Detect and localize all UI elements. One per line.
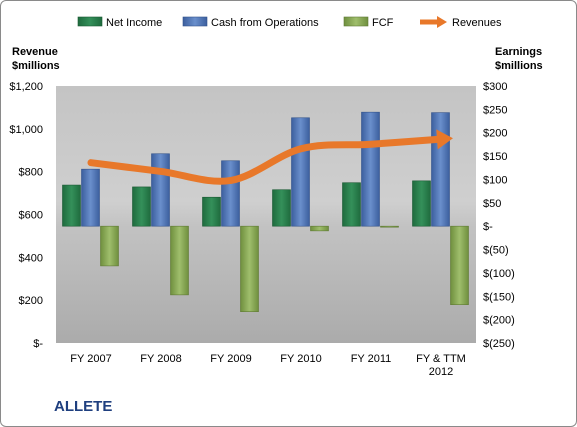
bar-fcf <box>450 225 469 305</box>
legend-net-income-label: Net Income <box>106 17 162 29</box>
bar-cash-from-operations <box>81 168 100 227</box>
right-tick-label: $(250) <box>483 338 515 350</box>
right-tick-label: $(150) <box>483 291 515 303</box>
plot-area <box>56 86 476 343</box>
company-name: ALLETE <box>54 398 113 415</box>
left-tick-label: $1,200 <box>9 81 43 93</box>
revenue-line <box>87 135 445 185</box>
bar-cash-from-operations <box>291 117 310 227</box>
bar-net-income <box>342 182 361 227</box>
axis-titles: Revenue $millions Earnings $millions <box>12 46 543 72</box>
bar-cash-from-operations <box>221 160 240 227</box>
right-tick-label: $(200) <box>483 315 515 327</box>
legend-cash-from-operations-swatch <box>182 16 208 27</box>
bar-cash-from-operations <box>431 112 450 227</box>
legend-net-income-swatch <box>77 16 103 27</box>
legend-fcf-label: FCF <box>372 17 394 29</box>
category-label: FY 2008 <box>140 353 181 365</box>
bar-net-income <box>62 184 81 227</box>
category-label: FY 2007 <box>70 353 111 365</box>
category-label: FY 2010 <box>280 353 321 365</box>
left-axis: $- $200 $400 $600 $800 $1,000 $1,200 <box>9 81 43 350</box>
revenue-arrowhead <box>436 129 453 150</box>
bar-cash-from-operations <box>361 111 380 227</box>
legend: Net Income Cash from Operations FCF Revenue… <box>77 16 502 29</box>
left-axis-title: $millions <box>12 60 60 72</box>
right-axis-title: $millions <box>495 60 543 72</box>
right-tick-label: $250 <box>483 104 507 116</box>
bar-net-income <box>272 189 291 227</box>
left-tick-label: $200 <box>19 295 43 307</box>
category-labels: FY 2007 FY 2008 FY 2009 FY 2010 FY 2011 FY & … <box>70 353 466 378</box>
category-label: FY 2011 <box>351 353 392 365</box>
legend-cash-from-operations-label: Cash from Operations <box>211 17 319 29</box>
bar-net-income <box>412 180 431 227</box>
legend-revenues-arrow <box>437 16 447 28</box>
left-tick-label: $- <box>33 338 43 350</box>
left-axis-title: Revenue <box>12 46 58 58</box>
bar-cash-from-operations <box>151 153 170 227</box>
bar-fcf <box>240 225 259 312</box>
left-tick-label: $800 <box>19 167 43 179</box>
bar-fcf <box>310 225 329 232</box>
right-axis: $(250) $(200) $(150) $(100) $(50) $- $50 $100 $1… <box>483 81 515 350</box>
bar-series <box>62 111 469 312</box>
left-tick-label: $600 <box>19 210 43 222</box>
category-label: FY & TTM <box>416 353 466 365</box>
legend-fcf-swatch <box>343 16 369 27</box>
right-tick-label: $(100) <box>483 268 515 280</box>
category-label: 2012 <box>429 366 453 378</box>
right-tick-label: $- <box>483 221 493 233</box>
right-tick-label: $100 <box>483 174 507 186</box>
bar-net-income <box>132 186 151 227</box>
category-label: FY 2009 <box>210 353 251 365</box>
revenue-line-series <box>87 129 453 185</box>
left-tick-label: $1,000 <box>9 124 43 136</box>
right-tick-label: $300 <box>483 81 507 93</box>
legend-revenues-label: Revenues <box>452 17 502 29</box>
right-tick-label: $(50) <box>483 245 509 257</box>
bar-fcf <box>170 225 189 296</box>
right-tick-label: $150 <box>483 151 507 163</box>
right-tick-label: $200 <box>483 128 507 140</box>
left-tick-label: $400 <box>19 252 43 264</box>
bar-fcf <box>380 225 399 228</box>
right-tick-label: $50 <box>483 198 501 210</box>
right-axis-title: Earnings <box>495 46 542 58</box>
bar-fcf <box>100 225 119 267</box>
bar-net-income <box>202 196 221 227</box>
